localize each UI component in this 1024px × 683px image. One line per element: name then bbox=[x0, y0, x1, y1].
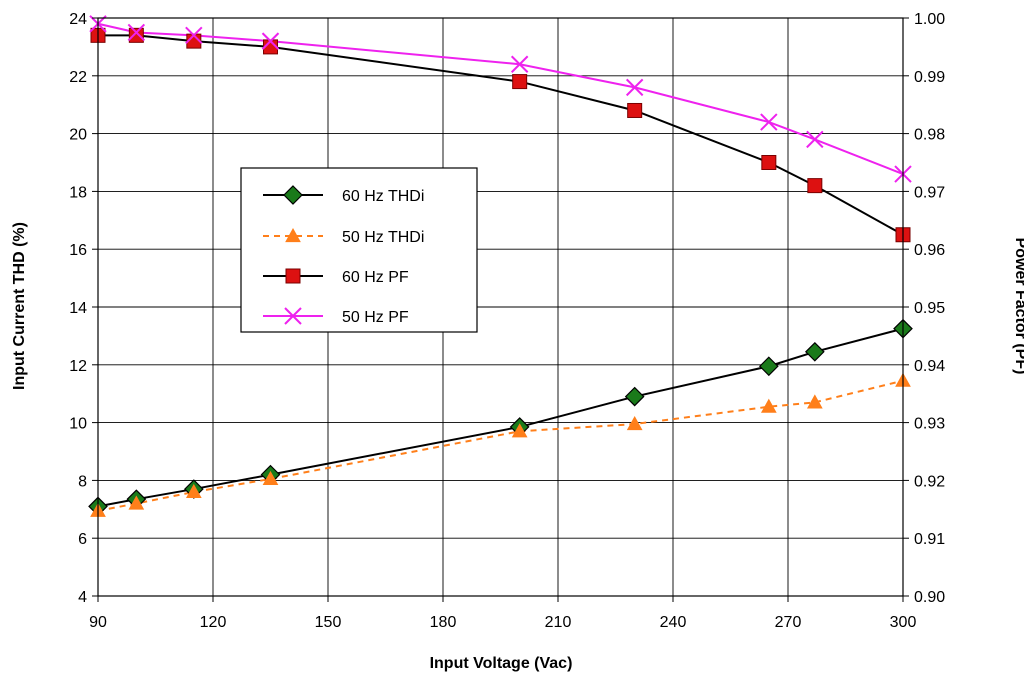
right-y-tick-label: 0.92 bbox=[914, 473, 945, 490]
x-tick-label: 180 bbox=[430, 614, 457, 631]
legend-label: 50 Hz THDi bbox=[342, 229, 424, 246]
right-y-tick-label: 0.99 bbox=[914, 69, 945, 86]
series-line-2 bbox=[97, 379, 904, 512]
right-y-tick-label: 0.91 bbox=[914, 531, 945, 548]
right-y-tick-label: 0.98 bbox=[914, 127, 945, 144]
x-axis-title: Input Voltage (Vac) bbox=[430, 655, 573, 672]
right-y-tick-label: 0.94 bbox=[914, 358, 945, 375]
series-2-point bbox=[806, 394, 823, 409]
series-3-point bbox=[807, 178, 823, 194]
series-2-point bbox=[760, 398, 777, 413]
x-tick-label: 120 bbox=[200, 614, 227, 631]
series-4-point bbox=[760, 113, 778, 131]
x-tick-label: 240 bbox=[660, 614, 687, 631]
legend-marker bbox=[285, 227, 301, 243]
left-y-tick-label: 8 bbox=[78, 473, 87, 490]
series-lines bbox=[97, 22, 904, 512]
right-y-tick-label: 0.95 bbox=[914, 300, 945, 317]
legend-label: 50 Hz PF bbox=[342, 309, 409, 326]
left-y-tick-label: 18 bbox=[69, 184, 87, 201]
series-3-point bbox=[627, 102, 643, 118]
legend-marker bbox=[284, 307, 302, 325]
right-y-axis-ticks: 0.90 0.91 0.92 0.93 0.94 0.95 0.96 0.97 0.98 0.99… bbox=[903, 11, 945, 606]
series-2-point bbox=[626, 416, 643, 431]
series-markers bbox=[88, 15, 913, 517]
series-1-point bbox=[624, 386, 645, 407]
legend-label: 60 Hz THDi bbox=[342, 188, 424, 205]
right-y-tick-label: 1.00 bbox=[914, 11, 945, 28]
series-4-point bbox=[261, 32, 280, 50]
right-y-tick-label: 0.96 bbox=[914, 242, 945, 259]
left-y-tick-label: 4 bbox=[78, 589, 87, 606]
series-2-point bbox=[185, 483, 202, 499]
x-tick-label: 300 bbox=[890, 614, 917, 631]
left-y-tick-label: 10 bbox=[69, 416, 87, 433]
series-3-point bbox=[128, 27, 144, 43]
x-tick-label: 210 bbox=[545, 614, 572, 631]
series-line-4 bbox=[97, 22, 904, 175]
left-y-tick-label: 24 bbox=[69, 11, 87, 28]
x-tick-label: 150 bbox=[315, 614, 342, 631]
x-axis-ticks: 90 120 150 180 210 240 270 300 bbox=[89, 596, 916, 631]
left-y-axis-title: Input Current THD (%) bbox=[11, 222, 28, 390]
x-tick-label: 90 bbox=[89, 614, 107, 631]
legend-marker bbox=[283, 185, 303, 205]
series-4-point bbox=[510, 55, 529, 73]
legend-marker bbox=[285, 268, 301, 284]
series-2-point bbox=[262, 470, 279, 486]
left-y-tick-label: 16 bbox=[69, 242, 87, 259]
right-y-tick-label: 0.97 bbox=[914, 184, 945, 201]
left-y-tick-label: 20 bbox=[69, 127, 87, 144]
series-4-point bbox=[185, 26, 203, 45]
series-3-point bbox=[761, 155, 777, 170]
series-4-point bbox=[127, 23, 146, 42]
left-y-tick-label: 22 bbox=[69, 69, 87, 86]
x-tick-label: 270 bbox=[775, 614, 802, 631]
series-3-point bbox=[512, 74, 528, 90]
left-y-tick-label: 14 bbox=[69, 300, 87, 317]
series-4-point bbox=[806, 130, 824, 149]
legend-label: 60 Hz PF bbox=[342, 269, 409, 286]
series-2-point bbox=[511, 423, 528, 438]
grid-lines bbox=[97, 17, 904, 597]
left-y-tick-label: 6 bbox=[78, 531, 87, 548]
right-y-tick-label: 0.90 bbox=[914, 589, 945, 606]
legend: 60 Hz THDi 50 Hz THDi 60 Hz PF 50 Hz PF bbox=[240, 167, 478, 333]
series-4-point bbox=[625, 78, 644, 97]
series-1-point bbox=[758, 356, 779, 377]
legend-box bbox=[240, 167, 478, 333]
series-line-3 bbox=[98, 34, 904, 236]
left-y-tick-label: 12 bbox=[69, 358, 87, 375]
series-1-point bbox=[804, 341, 825, 362]
right-y-axis-title: Power Factor (PF) bbox=[1012, 238, 1024, 375]
right-y-tick-label: 0.93 bbox=[914, 416, 945, 433]
series-2-point bbox=[128, 495, 145, 510]
left-y-axis-ticks: 4 6 8 10 12 14 16 18 20 22 24 bbox=[69, 11, 98, 606]
series-line-1 bbox=[97, 327, 904, 508]
